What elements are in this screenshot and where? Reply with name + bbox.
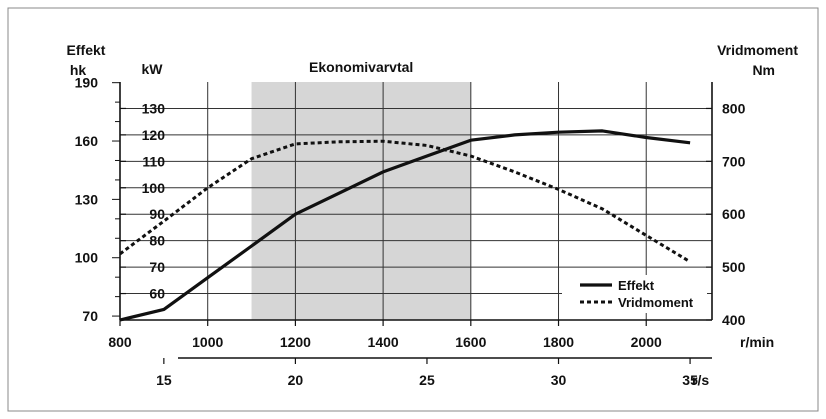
kw-tick-label: 130 [142, 100, 166, 116]
hp-axis-label-top: Effekt [67, 42, 106, 58]
economy-band [251, 82, 471, 320]
rpm-tick-label: 1400 [368, 334, 399, 350]
kw-tick-label: 90 [149, 206, 165, 222]
rpm-tick-label: 1800 [543, 334, 574, 350]
torque-axis-label-top: Vridmoment [717, 42, 798, 58]
kw-tick-label: 120 [142, 127, 166, 143]
legend-label-effekt: Effekt [618, 278, 655, 293]
kw-tick-label: 70 [149, 259, 165, 275]
tick-labels: 800 1000 1200 1400 1600 1800 2000 15 20 25 30 35 60 7… [75, 75, 746, 388]
rps-tick-label: 20 [288, 372, 304, 388]
hp-tick-label: 70 [82, 308, 98, 324]
hp-tick-label: 160 [75, 133, 99, 149]
kw-axis-label: kW [142, 61, 164, 77]
rpm-axis-label: r/min [740, 334, 774, 350]
hp-tick-label: 130 [75, 191, 99, 207]
series-line-effekt [119, 129, 691, 322]
rps-axis-label: r/s [692, 372, 709, 388]
rps-tick-label: 15 [156, 372, 172, 388]
kw-tick-label: 100 [142, 180, 166, 196]
rpm-tick-label: 800 [108, 334, 132, 350]
kw-tick-label: 110 [142, 153, 165, 169]
hp-axis-label-bottom: hk [70, 62, 87, 78]
series-line-vridmoment [119, 139, 691, 264]
rpm-tick-label: 2000 [631, 334, 662, 350]
series [119, 129, 691, 322]
rpm-tick-label: 1600 [455, 334, 486, 350]
torque-tick-label: 600 [722, 206, 746, 222]
torque-tick-label: 800 [722, 100, 746, 116]
hp-tick-label: 100 [75, 250, 99, 266]
chart-title: Ekonomivarvtal [309, 59, 413, 75]
torque-tick-label: 400 [722, 312, 746, 328]
rps-tick-label: 30 [551, 372, 567, 388]
rpm-tick-label: 1000 [192, 334, 223, 350]
hp-tick-label: 190 [75, 75, 99, 91]
legend-label-vridmoment: Vridmoment [618, 295, 694, 310]
kw-tick-label: 60 [149, 286, 165, 302]
legend-background [562, 275, 707, 313]
torque-tick-label: 500 [722, 259, 746, 275]
legend: Effekt Vridmoment [562, 275, 707, 313]
chart-border [7, 7, 819, 412]
rps-tick-label: 35 [682, 372, 698, 388]
kw-tick-label: 80 [149, 233, 165, 249]
rpm-tick-label: 1200 [280, 334, 311, 350]
rps-tick-label: 25 [419, 372, 435, 388]
torque-axis-label-bottom: Nm [752, 62, 775, 78]
torque-tick-label: 700 [722, 153, 746, 169]
